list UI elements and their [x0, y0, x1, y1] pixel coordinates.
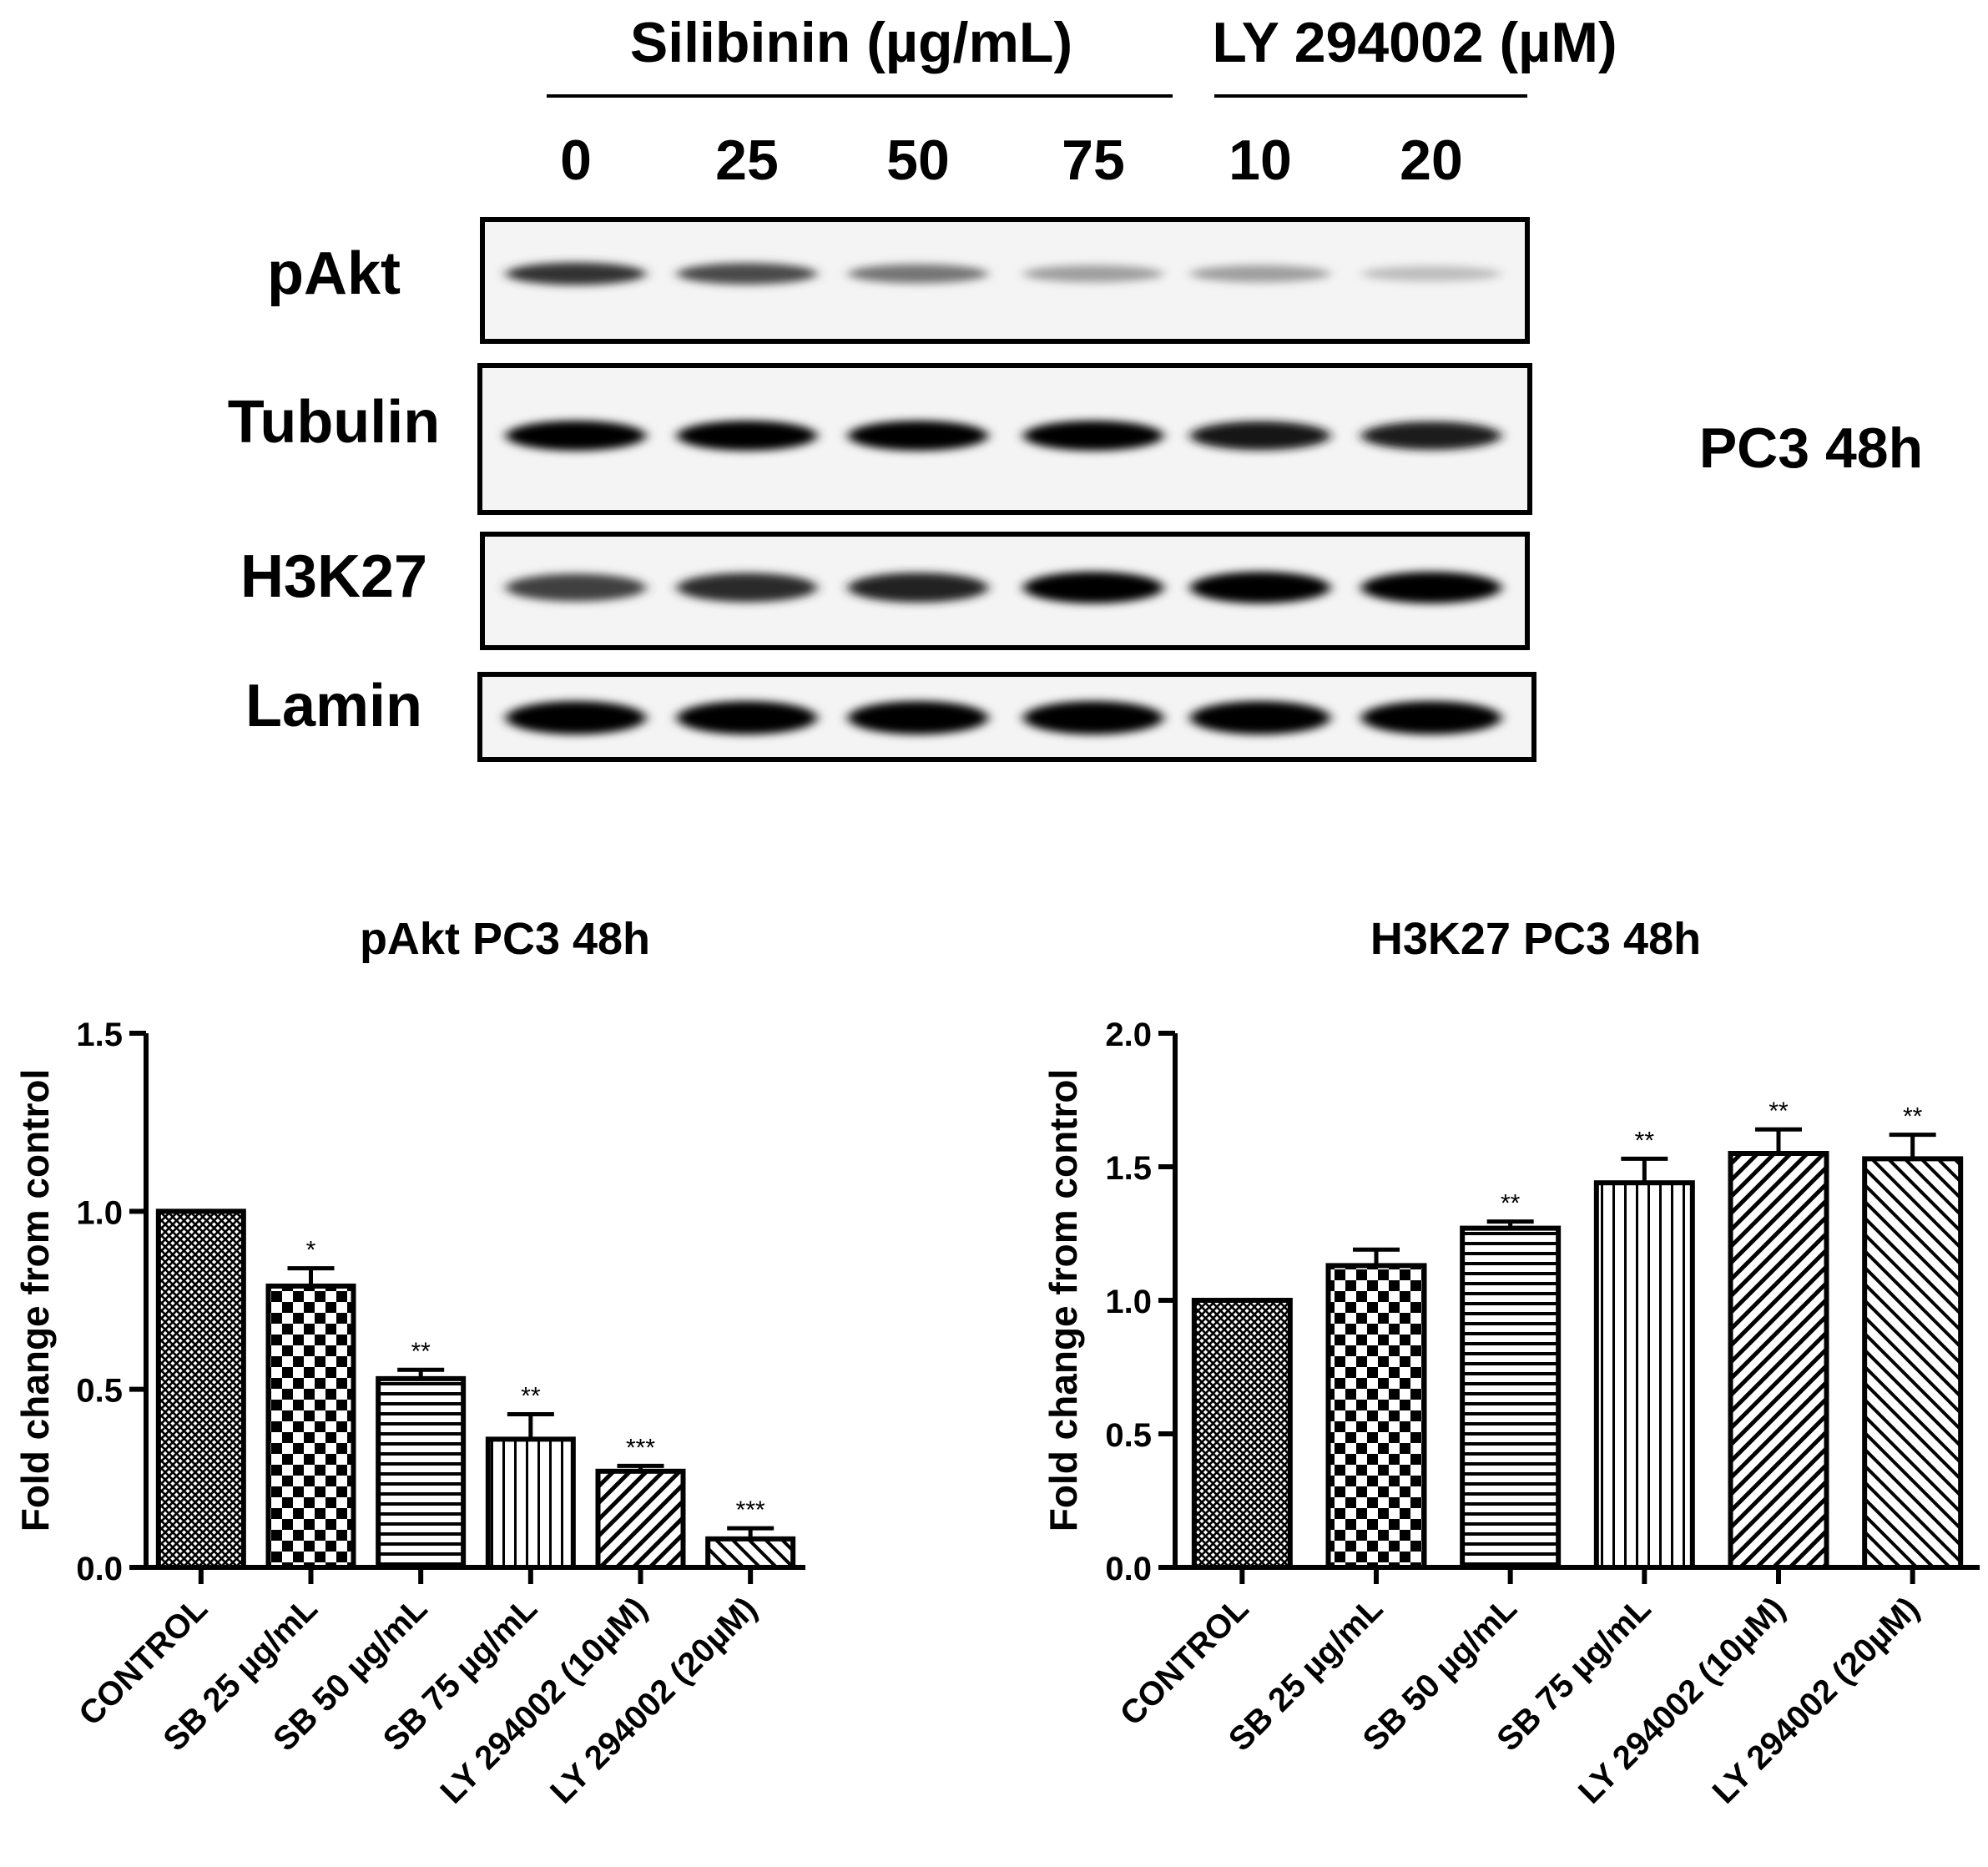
blot-membrane [477, 363, 1532, 515]
blot-band [1361, 421, 1501, 451]
bar [595, 1468, 686, 1571]
bar [1862, 1156, 1964, 1571]
blot-row-label: Lamin [245, 673, 422, 739]
significance-marker: *** [626, 1434, 655, 1461]
significance-marker: ** [1635, 1127, 1655, 1154]
blot-row-tubulin: Tubulin [228, 363, 1532, 515]
blot-band [1023, 421, 1163, 451]
blot-side-label: PC3 48h [1699, 416, 1923, 480]
blot-row-h3k27: H3K27 [240, 532, 1530, 650]
blot-row-label: Tubulin [228, 389, 441, 456]
blot-band [1023, 265, 1163, 283]
x-tick-label: LY 294002 (10µM) [433, 1590, 653, 1810]
blot-band [848, 421, 988, 451]
blot-band [677, 263, 817, 285]
blot-row-label: H3K27 [240, 543, 427, 610]
significance-marker: ** [521, 1383, 541, 1410]
bar [1593, 1180, 1695, 1570]
blot-band [1190, 572, 1330, 603]
chart-title: H3K27 PC3 48h [1370, 914, 1701, 964]
blot-row-lamin: Lamin [245, 672, 1536, 762]
blot-band [1361, 572, 1501, 603]
y-tick-label: 1.5 [76, 1017, 123, 1053]
chart-title: pAkt PC3 48h [360, 914, 650, 964]
blot-band [1190, 701, 1330, 734]
x-tick-label: LY 294002 (20µM) [543, 1590, 764, 1810]
bar [705, 1536, 796, 1571]
y-axis-label: Fold change from control [1042, 1069, 1085, 1532]
x-tick-label: CONTROL [1113, 1590, 1256, 1733]
blot-panel: pAkt Tubulin H3K27 Lamin [228, 217, 1536, 762]
blot-band [506, 573, 646, 602]
blot-band [848, 573, 988, 603]
y-tick-label: 0.5 [76, 1373, 123, 1410]
bar [1460, 1225, 1562, 1570]
bar [265, 1283, 356, 1571]
blot-band [677, 573, 817, 603]
h3k27-bar-chart: H3K27 PC3 48h Fold change from control 0.0… [1042, 914, 1980, 1811]
bar [1325, 1263, 1427, 1571]
y-tick-label: 1.0 [76, 1194, 123, 1231]
blot-membrane [480, 532, 1530, 650]
y-tick-label: 0.0 [76, 1551, 123, 1587]
blot-group-header-ly294002: LY 294002 (µM) [1212, 11, 1617, 74]
blot-band [1361, 701, 1501, 734]
blot-group-header-silibinin: Silibinin (µg/mL) [630, 11, 1072, 74]
significance-marker: ** [1501, 1190, 1521, 1218]
blot-band [1023, 701, 1163, 734]
blot-membrane [480, 217, 1530, 344]
bar [1191, 1298, 1293, 1570]
bar [155, 1209, 246, 1571]
blot-band [506, 262, 646, 285]
lane-label: 75 [1062, 129, 1125, 192]
y-tick-label: 0.0 [1105, 1551, 1152, 1587]
blot-band [848, 264, 988, 284]
blot-band [848, 701, 988, 734]
significance-marker: * [306, 1237, 316, 1264]
blot-row-label: pAkt [267, 240, 401, 307]
y-tick-label: 1.0 [1105, 1284, 1152, 1320]
lane-labels: 0 25 50 75 10 20 [560, 129, 1463, 192]
lane-label: 25 [715, 129, 779, 192]
y-axis-label: Fold change from control [13, 1069, 57, 1532]
blot-band [677, 421, 817, 451]
y-tick-label: 2.0 [1105, 1017, 1152, 1053]
blot-band [506, 421, 646, 451]
bar [376, 1375, 467, 1571]
y-tick-label: 0.5 [1105, 1417, 1152, 1454]
bar [485, 1436, 576, 1571]
significance-marker: ** [411, 1338, 431, 1365]
lane-label: 20 [1400, 129, 1463, 192]
significance-marker: ** [1769, 1097, 1789, 1125]
blot-band [506, 701, 646, 734]
y-tick-label: 1.5 [1105, 1150, 1152, 1187]
blot-membrane [477, 672, 1536, 762]
lane-label: 50 [886, 129, 950, 192]
blot-band [1190, 421, 1330, 451]
blot-band [1023, 572, 1163, 603]
bar [1728, 1151, 1829, 1570]
blot-row-pakt: pAkt [267, 217, 1530, 344]
lane-label: 10 [1229, 129, 1292, 192]
blot-band [1190, 265, 1330, 283]
lane-label: 0 [560, 129, 592, 192]
blot-band [677, 701, 817, 734]
pakt-bar-chart: pAkt PC3 48h Fold change from control 0.0 0… [13, 914, 805, 1811]
significance-marker: *** [736, 1496, 765, 1524]
significance-marker: ** [1903, 1103, 1923, 1131]
blot-band [1361, 265, 1501, 282]
